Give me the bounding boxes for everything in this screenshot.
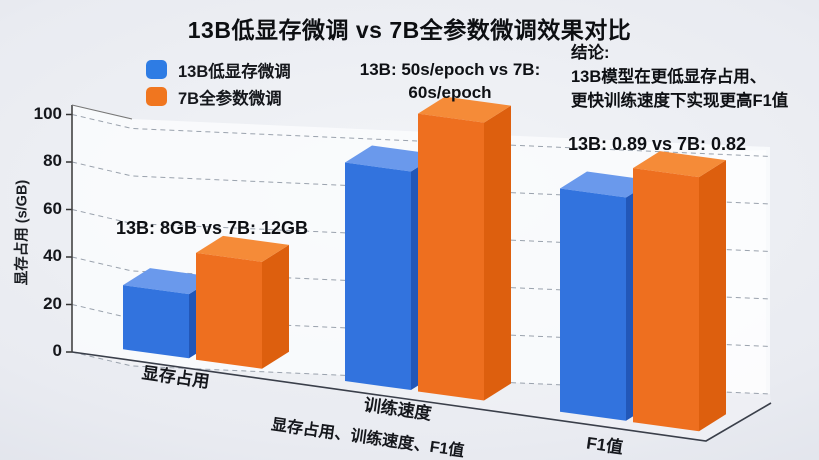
annotation-memory: 13B: 8GB vs 7B: 12GB [115,218,309,238]
legend-item-13b: 13B低显存微调 [146,56,291,83]
y-tick-0: 0 [52,341,62,360]
y-tick-20: 20 [43,294,62,313]
bar-series0-cat2-front [560,188,626,421]
annotation-conclusion-title: 结论: [571,44,610,62]
legend-item-7b: 7B全参数微调 [146,83,291,110]
annotation-speed-line2: 60s/epoch [408,83,492,102]
bar-series1-cat0-side [262,244,289,369]
y-tick-40: 40 [43,246,62,265]
bar-series1-cat1-top [418,96,511,123]
legend-swatch-13b [146,60,167,79]
gridline-20 [71,304,771,347]
bar-series0-cat1-front [345,162,411,391]
bar-series0-cat0-top [123,268,216,295]
chart-title: 13B低显存微调 vs 7B全参数微调效果对比 [187,17,632,43]
gridline-40 [71,256,771,300]
bar-series1-cat0-top [196,235,289,262]
bar-series1-cat0-front [196,252,262,369]
annotation-conclusion-line2: 更快训练速度下实现更高F1值 [571,92,789,110]
annotation-conclusion: 结论: 13B模型在更低显存占用、 更快训练速度下实现更高F1值 [571,41,817,113]
bar-series1-cat2-side [699,160,726,432]
floor-front-edge [71,351,772,442]
gridline-100 [71,114,771,157]
gridline-80 [71,161,771,205]
annotation-f1: 13B: 0.89 vs 7B: 0.82 [567,134,747,154]
legend-swatch-7b [146,87,167,106]
gridline-60 [71,209,771,252]
gridline-0 [71,351,771,395]
y-tick-80: 80 [43,151,62,170]
legend: 13B低显存微调 7B全参数微调 [146,56,291,110]
bar-series1-cat2-top [633,151,726,178]
legend-label-13b: 13B低显存微调 [178,62,291,81]
annotation-speed-line1: 13B: 50s/epoch vs 7B: [359,60,541,79]
floor [72,352,771,441]
legend-label-7b: 7B全参数微调 [178,89,282,108]
y-tick-60: 60 [43,199,62,218]
bar-series0-cat1-top [345,145,438,172]
bar-series1-cat1-front [418,113,484,401]
bar-series1-cat1-side [484,105,511,401]
wall-top-edge [71,104,133,120]
annotation-conclusion-line1: 13B模型在更低显存占用、 [571,68,767,86]
bar-series0-cat0-front [123,285,189,359]
bar-series0-cat2-top [560,171,653,198]
bar-series1-cat2-front [633,168,699,432]
y-tick-100: 100 [33,104,62,123]
annotation-speed: 13B: 50s/epoch vs 7B: 60s/epoch [310,58,590,104]
